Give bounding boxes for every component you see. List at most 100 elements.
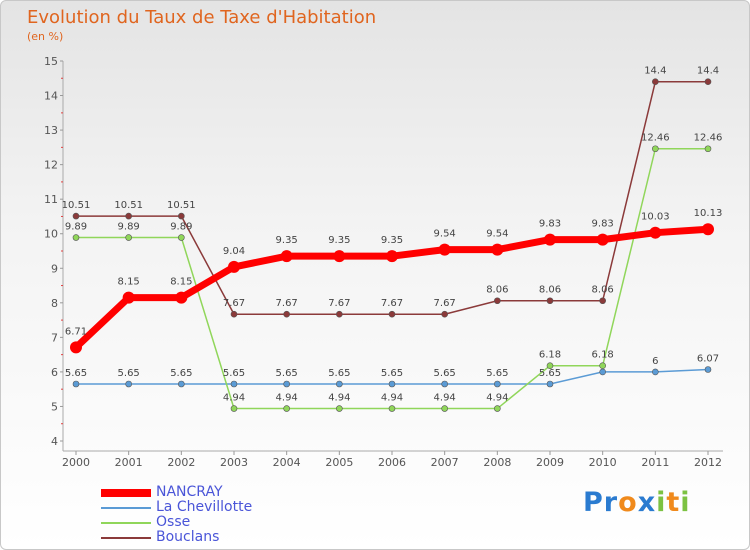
data-label: 4.94 <box>434 393 456 404</box>
data-point <box>333 250 346 263</box>
x-tick-label: 2000 <box>62 456 90 469</box>
data-label: 8.06 <box>592 285 614 296</box>
data-label: 5.65 <box>223 368 245 379</box>
chart-subtitle: (en %) <box>27 30 64 43</box>
legend-label-la-chevillotte: La Chevillotte <box>156 499 253 515</box>
data-point <box>494 405 501 412</box>
x-tick-label: 2008 <box>483 456 511 469</box>
data-point <box>72 212 80 220</box>
y-tick-label: 10 <box>44 228 58 241</box>
x-tick-label: 2011 <box>641 456 669 469</box>
data-point <box>230 310 238 318</box>
data-label: 4.94 <box>276 393 298 404</box>
data-label: 4.94 <box>381 393 403 404</box>
data-label: 9.89 <box>65 222 87 233</box>
data-point <box>441 405 448 412</box>
data-point <box>230 405 238 412</box>
data-point <box>599 297 606 305</box>
legend-label-nancray: NANCRAY <box>156 484 223 500</box>
x-tick-label: 2002 <box>167 456 195 469</box>
data-point <box>388 310 396 318</box>
data-point <box>72 380 80 388</box>
data-point <box>704 145 712 153</box>
y-tick-label: 11 <box>44 193 58 206</box>
logo-letter: i <box>680 487 691 518</box>
data-label: 8.15 <box>118 277 140 288</box>
data-label: 6.18 <box>592 350 614 361</box>
x-tick-label: 2004 <box>273 456 301 469</box>
logo-letter: t <box>666 487 681 518</box>
data-point <box>283 380 290 388</box>
data-point <box>70 341 82 354</box>
data-point <box>178 380 185 388</box>
data-point <box>494 380 501 388</box>
data-point <box>441 380 448 388</box>
legend-swatch-osse <box>101 521 151 524</box>
y-tick-label: 8 <box>51 297 58 310</box>
data-point <box>280 250 293 263</box>
data-label: 9.04 <box>223 246 245 257</box>
x-tick-label: 2003 <box>220 456 248 469</box>
data-point <box>599 368 606 376</box>
data-label: 6.07 <box>697 353 719 364</box>
data-label: 4.94 <box>328 393 350 404</box>
data-label: 6.71 <box>65 326 87 337</box>
chart-title: Evolution du Taux de Taxe d'Habitation <box>27 7 377 28</box>
data-label: 14.4 <box>644 66 666 77</box>
data-point <box>596 233 609 246</box>
data-point <box>546 362 554 369</box>
data-point <box>546 380 554 388</box>
data-point <box>122 291 135 304</box>
data-label: 4.94 <box>223 393 245 404</box>
legend-label-bouclans: Bouclans <box>156 529 220 545</box>
data-label: 9.35 <box>276 235 298 246</box>
x-tick-label: 2009 <box>536 456 564 469</box>
legend-swatch-bouclans <box>101 536 151 539</box>
data-label: 5.65 <box>328 368 350 379</box>
data-point <box>702 223 714 236</box>
data-label: 8.06 <box>486 285 508 296</box>
data-point <box>652 78 659 86</box>
y-tick-label: 6 <box>51 366 58 379</box>
data-label: 9.35 <box>381 235 403 246</box>
x-tick-label: 2007 <box>431 456 459 469</box>
data-label: 7.67 <box>381 298 403 309</box>
data-label: 14.4 <box>697 66 719 77</box>
data-label: 5.65 <box>276 368 298 379</box>
y-tick-label: 7 <box>51 331 58 344</box>
proxiti-logo: Proxiti <box>583 487 691 518</box>
data-point <box>230 380 238 388</box>
data-point <box>438 243 451 256</box>
data-label: 9.83 <box>539 219 561 230</box>
data-label: 5.65 <box>118 368 140 379</box>
data-point <box>178 234 185 241</box>
data-label: 10.03 <box>641 212 670 223</box>
data-label: 9.35 <box>328 235 350 246</box>
logo-letter: r <box>603 487 619 518</box>
y-tick-label: 9 <box>51 262 58 275</box>
data-point <box>175 291 188 304</box>
legend-swatch-la-chevillotte <box>101 506 151 509</box>
data-point <box>125 234 132 241</box>
data-label: 10.51 <box>167 200 196 211</box>
data-point <box>652 145 659 153</box>
data-point <box>125 380 132 388</box>
data-point <box>388 405 396 412</box>
data-point <box>544 233 556 246</box>
data-label: 9.54 <box>486 229 508 240</box>
data-label: 7.67 <box>328 298 350 309</box>
legend-label-osse: Osse <box>156 514 191 530</box>
y-tick-label: 15 <box>44 55 58 68</box>
y-tick-label: 4 <box>51 435 58 448</box>
x-tick-label: 2012 <box>694 456 722 469</box>
y-tick-label: 13 <box>44 124 58 137</box>
data-label: 5.65 <box>434 368 456 379</box>
x-tick-label: 2001 <box>115 456 143 469</box>
data-point <box>599 362 606 369</box>
data-point <box>336 380 343 388</box>
data-point <box>283 405 290 412</box>
y-tick-label: 5 <box>51 400 58 413</box>
data-label: 5.65 <box>486 368 508 379</box>
data-label: 12.46 <box>694 133 723 144</box>
